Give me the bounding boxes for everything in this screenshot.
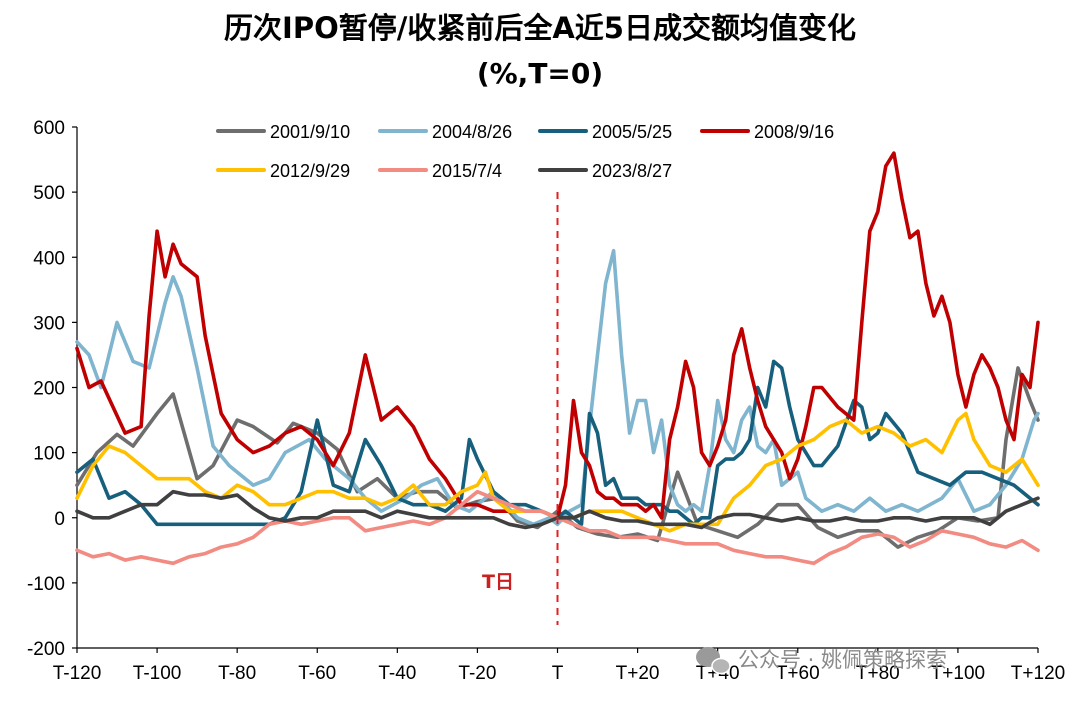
x-tick-label: T-20 [458, 663, 496, 684]
y-tick-label: 400 [33, 248, 65, 269]
series-line-3 [75, 359, 1040, 527]
x-tick-label: T [552, 663, 564, 684]
x-tick-label: T-60 [298, 663, 336, 684]
legend-label: 2001/9/10 [270, 122, 350, 142]
t-day-label: T日 [482, 571, 514, 593]
y-tick-label: 500 [33, 183, 65, 204]
series-line-2 [75, 248, 1040, 527]
wechat-icon [696, 647, 731, 675]
chart-subtitle: (%,T=0) [476, 57, 604, 90]
legend-label: 2023/8/27 [592, 161, 672, 181]
series-line-6 [75, 489, 1040, 566]
x-tick-label: T-80 [218, 663, 256, 684]
x-tick-label: T+20 [616, 663, 660, 684]
x-tick-label: T-40 [378, 663, 416, 684]
t-day-marker: T日 [482, 192, 559, 625]
chart-title: 历次IPO暂停/收紧前后全A近5日成交额均值变化 [224, 11, 856, 45]
x-tick-label: T+120 [1011, 663, 1065, 684]
y-tick-label: 300 [33, 313, 65, 334]
axes: -200 -100 0 100 200 300 400 500 600 T-120 T-100 T-8… [27, 118, 1065, 684]
y-tick-label: 200 [33, 379, 65, 400]
series-line-4 [75, 151, 1040, 520]
y-tick-label: 100 [33, 444, 65, 465]
legend-label: 2004/8/26 [432, 122, 512, 142]
legend-label: 2015/7/4 [432, 161, 502, 181]
legend-label: 2005/5/25 [592, 122, 672, 142]
watermark: 公众号 · 姚佩策略探索 [696, 647, 947, 675]
y-tick-label: 600 [33, 118, 65, 139]
x-tick-label: T+80 [856, 663, 900, 684]
series-lines [75, 151, 1040, 566]
legend-label: 2008/9/16 [754, 122, 834, 142]
y-tick-label: -200 [27, 639, 65, 660]
x-tick-label: T+100 [931, 663, 985, 684]
legend: 2001/9/10 2004/8/26 2005/5/25 2008/9/16 2012… [216, 122, 834, 181]
wechat-bubble-small [711, 657, 731, 675]
legend-label: 2012/9/29 [270, 161, 350, 181]
watermark-text: 公众号 · 姚佩策略探索 [738, 648, 947, 672]
x-tick-label: T-100 [133, 663, 182, 684]
x-tick-label: T+60 [776, 663, 820, 684]
y-tick-label: -100 [27, 574, 65, 595]
y-tick-label: 0 [54, 509, 65, 530]
x-tick-label: T-120 [53, 663, 102, 684]
